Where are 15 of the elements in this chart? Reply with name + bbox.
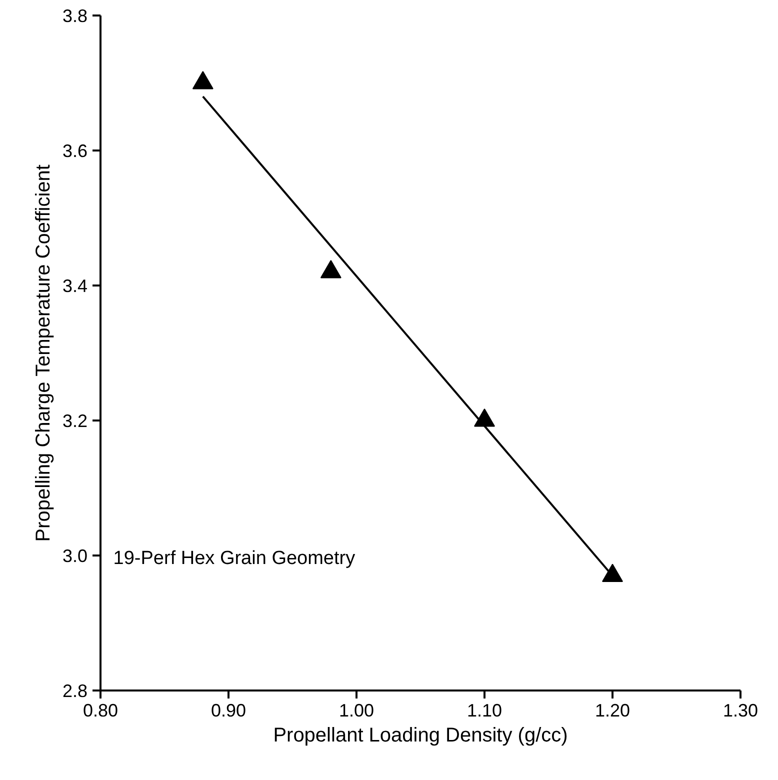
x-tick-label: 0.80 — [82, 700, 118, 720]
x-tick-label: 1.30 — [722, 700, 758, 720]
y-tick-label: 3.0 — [62, 546, 88, 566]
x-axis-title: Propellant Loading Density (g/cc) — [273, 724, 568, 746]
y-axis-title: Propelling Charge Temperature Coefficient — [32, 164, 54, 542]
x-tick-label: 0.90 — [210, 700, 246, 720]
y-tick-label: 3.6 — [62, 141, 88, 161]
y-tick-label: 3.8 — [62, 6, 88, 26]
y-tick-label: 3.2 — [62, 411, 88, 431]
y-tick-label: 3.4 — [62, 276, 88, 296]
y-tick-label: 2.8 — [62, 681, 88, 701]
annotation: 19-Perf Hex Grain Geometry — [113, 548, 356, 569]
x-tick-label: 1.10 — [466, 700, 502, 720]
x-tick-label: 1.00 — [338, 700, 374, 720]
x-tick-label: 1.20 — [594, 700, 630, 720]
